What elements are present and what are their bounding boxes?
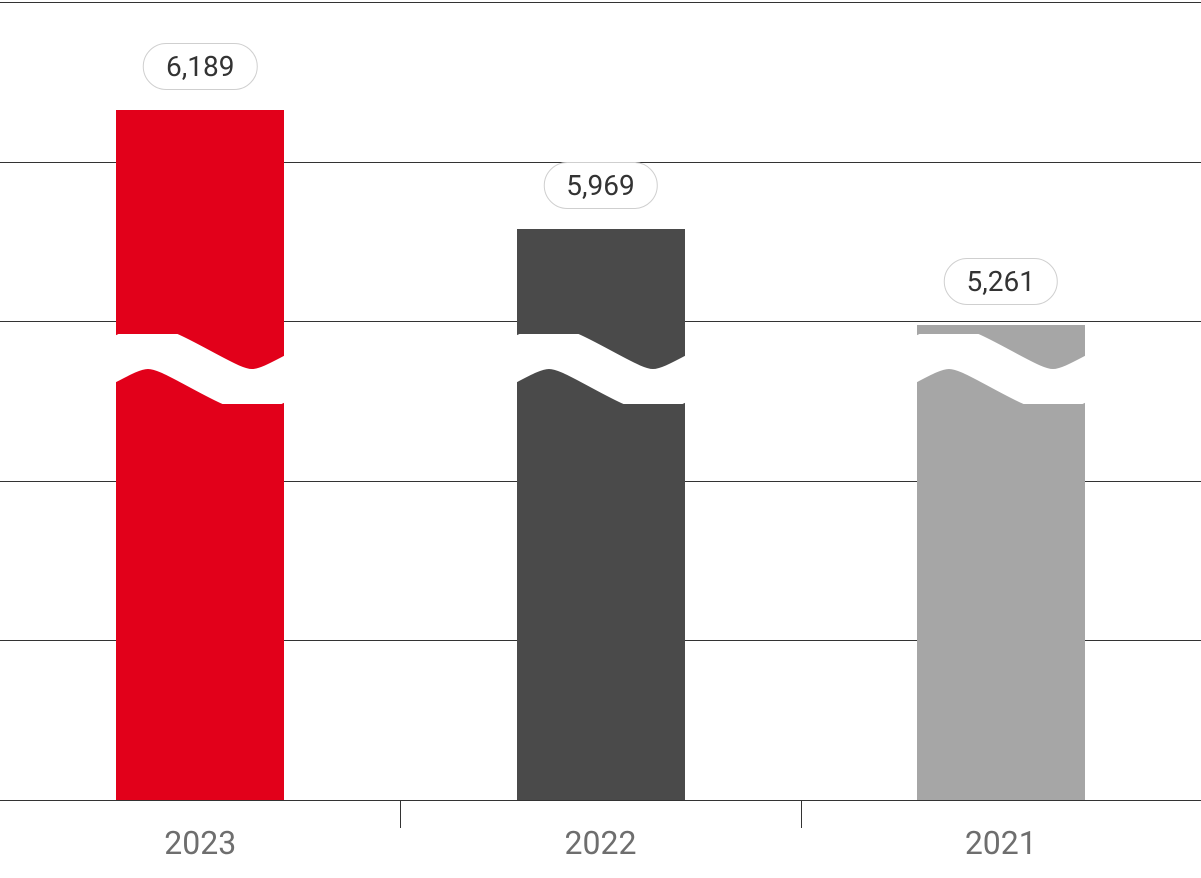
bar [517,229,685,800]
bar [116,110,284,800]
x-tick [400,800,401,828]
axis-break-icon [497,334,705,404]
value-pill: 6,189 [143,43,257,90]
plot-area: 6,189 5,969 5,261 [0,2,1201,800]
value-pill: 5,261 [944,258,1058,305]
x-axis-label: 2023 [164,824,236,862]
x-axis-label: 2021 [965,824,1037,862]
x-axis-label: 2022 [565,824,637,862]
bar-chart: 6,189 5,969 5,261 2023 2022 2021 [0,0,1201,878]
bar [917,325,1085,800]
axis-break-icon [96,334,304,404]
value-pill: 5,969 [543,162,657,209]
gridline [0,800,1201,801]
gridline [0,2,1201,3]
axis-break-icon [897,334,1105,404]
x-tick [801,800,802,828]
